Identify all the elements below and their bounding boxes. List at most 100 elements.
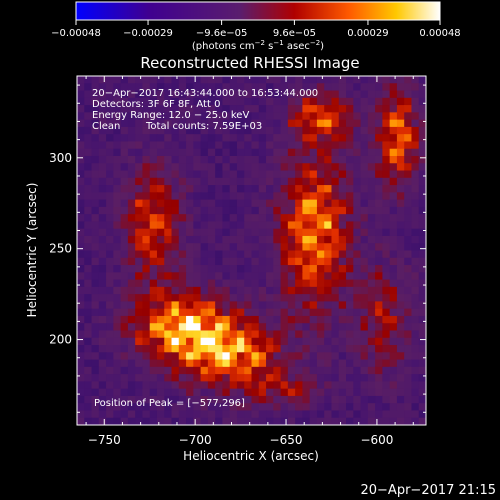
heatmap-cell xyxy=(295,265,303,273)
energy-range-label: Energy Range: 12.0 − 25.0 keV xyxy=(92,110,249,121)
heatmap-cell xyxy=(164,105,173,113)
heatmap-cell xyxy=(316,97,325,106)
heatmap-cell xyxy=(164,170,173,179)
heatmap-cell xyxy=(280,76,289,84)
heatmap-cell xyxy=(331,83,340,92)
heatmap-cell xyxy=(84,250,93,259)
heatmap-cell xyxy=(411,170,420,179)
heatmap-cell xyxy=(222,206,231,215)
heatmap-cell xyxy=(178,352,187,361)
heatmap-cell xyxy=(346,265,354,273)
heatmap-cell xyxy=(375,206,383,215)
heatmap-cell xyxy=(396,141,405,150)
heatmap-cell xyxy=(200,235,209,244)
heatmap-cell xyxy=(287,221,296,230)
heatmap-cell xyxy=(200,126,209,135)
heatmap-cell xyxy=(280,141,289,150)
heatmap-cell xyxy=(222,279,231,288)
heatmap-cell xyxy=(302,83,311,92)
heatmap-cell xyxy=(142,105,151,113)
heatmap-cell xyxy=(171,250,180,259)
heatmap-cell xyxy=(156,105,165,113)
heatmap-cell xyxy=(331,359,340,368)
heatmap-cell xyxy=(324,395,333,404)
heatmap-cell xyxy=(207,410,216,419)
heatmap-cell xyxy=(164,185,173,193)
heatmap-cell xyxy=(367,105,376,113)
heatmap-cell xyxy=(266,221,274,230)
heatmap-cell xyxy=(164,366,173,375)
heatmap-cell xyxy=(178,345,187,353)
heatmap-cell xyxy=(411,206,420,215)
heatmap-cell xyxy=(396,337,405,346)
heatmap-cell xyxy=(149,294,158,302)
heatmap-cell xyxy=(346,315,354,324)
heatmap-cell xyxy=(389,272,398,281)
heatmap-cell xyxy=(135,206,144,215)
heatmap-cell xyxy=(331,410,340,419)
heatmap-cell xyxy=(396,388,405,397)
heatmap-cell xyxy=(113,192,122,201)
heatmap-cell xyxy=(295,279,303,288)
heatmap-cell xyxy=(353,134,362,143)
heatmap-cell xyxy=(396,323,405,332)
heatmap-cell xyxy=(106,134,114,143)
heatmap-cell xyxy=(113,286,122,295)
colorbar-units: (photons cm−2 s−1 asec−2) xyxy=(192,39,324,52)
heatmap-cell xyxy=(367,381,376,390)
heatmap-cell xyxy=(200,388,209,397)
heatmap-cell xyxy=(411,403,420,412)
heatmap-cell xyxy=(251,126,260,135)
heatmap-cell xyxy=(316,417,325,425)
heatmap-cell xyxy=(222,148,231,157)
heatmap-cell xyxy=(207,185,216,193)
heatmap-cell xyxy=(353,192,362,201)
heatmap-cell xyxy=(84,279,93,288)
heatmap-cell xyxy=(258,126,267,135)
heatmap-cell xyxy=(207,163,216,172)
colorbar-tick-label: 0.00029 xyxy=(347,28,388,39)
heatmap-cell xyxy=(149,359,158,368)
heatmap-cell xyxy=(149,185,158,193)
heatmap-cell xyxy=(331,301,340,310)
heatmap-cell xyxy=(222,330,231,339)
heatmap-cell xyxy=(338,279,347,288)
heatmap-cell xyxy=(106,90,114,99)
heatmap-cell xyxy=(193,410,202,419)
heatmap-cell xyxy=(207,417,216,425)
heatmap-cell xyxy=(375,417,383,425)
heatmap-cell xyxy=(367,323,376,332)
heatmap-cell xyxy=(302,126,311,135)
heatmap-cell xyxy=(418,235,426,244)
heatmap-cell xyxy=(171,134,180,143)
heatmap-cell xyxy=(77,185,85,193)
heatmap-cell xyxy=(84,170,93,179)
heatmap-cell xyxy=(266,315,274,324)
heatmap-cell xyxy=(156,381,165,390)
heatmap-cell xyxy=(338,206,347,215)
heatmap-cell xyxy=(193,323,202,332)
heatmap-cell xyxy=(389,214,398,223)
heatmap-cell xyxy=(418,403,426,412)
heatmap-cell xyxy=(156,286,165,295)
heatmap-cell xyxy=(418,148,426,157)
heatmap-cell xyxy=(375,403,383,412)
heatmap-cell xyxy=(91,148,100,157)
heatmap-cell xyxy=(382,221,391,230)
heatmap-cell xyxy=(120,192,129,201)
heatmap-cell xyxy=(258,199,267,208)
heatmap-cell xyxy=(375,163,383,172)
y-tick-label: 200 xyxy=(49,333,72,347)
heatmap-cell xyxy=(367,279,376,288)
heatmap-cell xyxy=(338,192,347,201)
heatmap-cell xyxy=(360,192,369,201)
heatmap-cell xyxy=(411,315,420,324)
heatmap-cell xyxy=(287,345,296,353)
heatmap-cell xyxy=(295,126,303,135)
heatmap-cell xyxy=(404,330,413,339)
heatmap-cell xyxy=(98,330,107,339)
heatmap-cell xyxy=(229,97,238,106)
heatmap-cell xyxy=(258,148,267,157)
heatmap-cell xyxy=(98,352,107,361)
heatmap-cell xyxy=(215,141,224,150)
